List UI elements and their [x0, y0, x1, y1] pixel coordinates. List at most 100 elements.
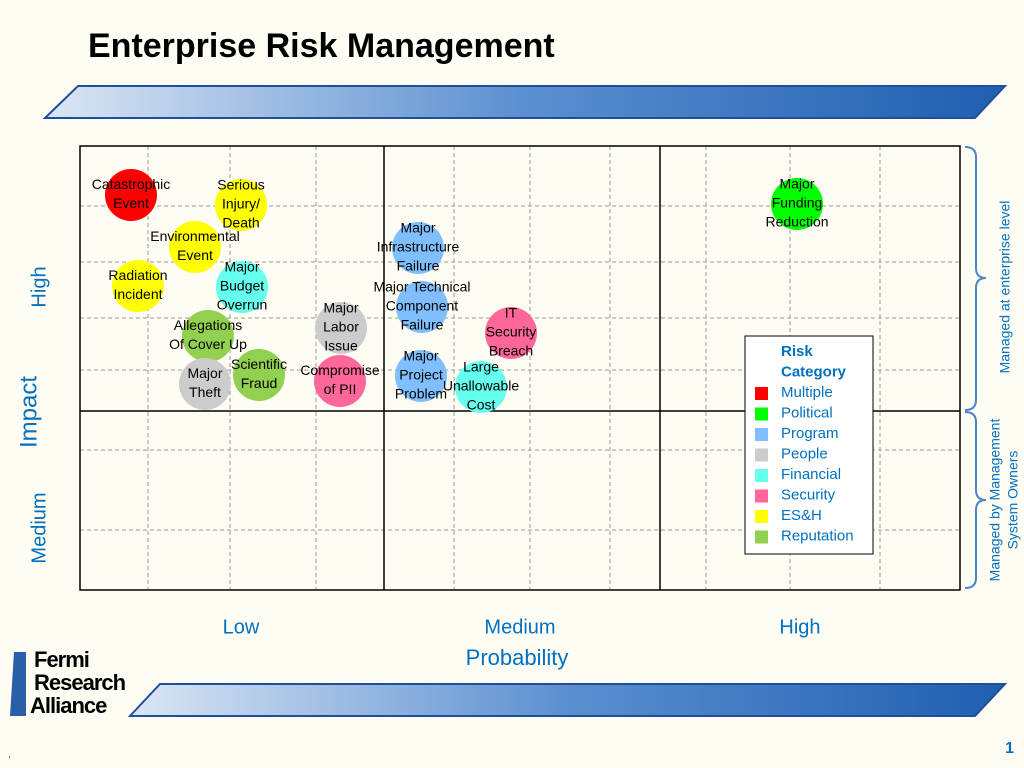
risk-label: Major	[403, 348, 438, 364]
footnote: .	[8, 750, 11, 761]
risk-label: Reduction	[765, 214, 828, 230]
risk-label: Of Cover Up	[169, 336, 247, 352]
risk-label: Breach	[489, 343, 533, 359]
legend-label: ES&H	[781, 507, 822, 524]
risk-label: Scientific	[231, 356, 287, 372]
risk-bubble	[314, 355, 366, 407]
legend-swatch	[755, 530, 768, 544]
logo-text: Research	[34, 670, 126, 695]
legend-label: Multiple	[781, 384, 833, 401]
risk-label: Large	[463, 359, 499, 375]
legend-title: Risk	[781, 343, 813, 360]
logo-mark	[10, 652, 26, 716]
risk-label: Funding	[772, 195, 823, 211]
legend-swatch	[755, 469, 768, 482]
risk-label: Event	[177, 247, 213, 263]
risk-label: Project	[399, 367, 443, 383]
risk-label: Injury/	[222, 196, 260, 212]
y-level: High	[28, 266, 50, 307]
legend-label: Financial	[781, 466, 841, 483]
legend-title: Category	[781, 363, 847, 380]
risk-label: Theft	[189, 384, 221, 400]
risk-label: Major	[187, 365, 222, 381]
legend-label: Security	[781, 486, 836, 503]
bracket-label: System Owners	[1005, 451, 1021, 550]
risk-label: Overrun	[217, 297, 268, 313]
page-number: 1	[1005, 740, 1014, 757]
risk-label: Security	[486, 324, 537, 340]
risk-label: Catastrophic	[92, 176, 171, 192]
risk-label: Major	[400, 220, 435, 236]
risk-label: Budget	[220, 278, 264, 294]
risk-bubble	[315, 302, 367, 354]
legend-swatch	[755, 428, 768, 441]
y-axis-label: Impact	[15, 376, 42, 448]
risk-label: Serious	[217, 177, 264, 193]
risk-bubble	[395, 350, 447, 402]
risk-bubble	[215, 179, 267, 231]
legend-swatch	[755, 489, 768, 503]
risk-label: Fraud	[241, 375, 278, 391]
x-level: High	[779, 616, 820, 638]
risk-label: Failure	[397, 258, 440, 274]
risk-bubble	[182, 310, 234, 362]
risks: Catastrophic Event Serious Injury/DeathEnvi…	[92, 169, 829, 413]
legend-label: Political	[781, 404, 833, 421]
legend-swatch	[755, 448, 768, 462]
risk-label: of PII	[324, 381, 357, 397]
legend-label: Reputation	[781, 527, 854, 544]
legend: Risk Category Multiple Political Program Peop…	[755, 343, 854, 544]
risk-label: Death	[222, 215, 259, 231]
risk-bubble	[112, 260, 164, 312]
logo-text: Fermi	[34, 647, 89, 672]
x-level: Medium	[484, 616, 555, 638]
risk-label: Labor	[323, 319, 359, 335]
legend-swatch	[755, 387, 768, 400]
risk-bubble	[455, 361, 507, 413]
bracket	[964, 146, 987, 411]
banner	[127, 683, 1008, 717]
risk-label: Major	[224, 259, 259, 275]
risk-label: Component	[386, 298, 458, 314]
banner	[42, 85, 1008, 119]
risk-label: Incident	[113, 286, 162, 302]
risk-label: Problem	[395, 386, 447, 402]
risk-bubble	[105, 169, 157, 221]
risk-label: Infrastructure	[377, 239, 460, 255]
legend-swatch	[755, 510, 768, 523]
risk-label: Major	[323, 300, 358, 316]
risk-label: Issue	[324, 338, 358, 354]
bracket	[964, 411, 987, 589]
risk-label: Major Technical	[373, 279, 470, 295]
risk-label: Compromise	[300, 362, 380, 378]
bracket-label: Managed by Management	[987, 419, 1003, 582]
risk-label: Radiation	[108, 267, 167, 283]
risk-bubble	[169, 221, 221, 273]
risk-label: Event	[113, 195, 149, 211]
x-level: Low	[223, 616, 260, 638]
risk-label: IT	[505, 305, 518, 321]
legend-swatch	[755, 407, 768, 421]
matrix-frame	[79, 145, 961, 591]
risk-bubble	[396, 281, 448, 333]
risk-bubble	[392, 222, 444, 274]
risk-bubble	[485, 307, 537, 359]
title: Enterprise Risk Management	[88, 27, 555, 65]
y-level: Medium	[28, 492, 50, 563]
risk-bubble	[179, 358, 231, 410]
legend-label: People	[781, 445, 828, 462]
risk-bubble	[216, 261, 268, 313]
risk-label: Unallowable	[443, 378, 519, 394]
risk-bubble	[233, 349, 285, 401]
risk-label: Major	[779, 176, 814, 192]
legend-label: Program	[781, 425, 839, 442]
risk-label: Environmental	[150, 228, 240, 244]
x-axis-label: Probability	[466, 645, 569, 670]
risk-label: Allegations	[174, 317, 243, 333]
bracket-label: Managed at enterprise level	[997, 201, 1013, 374]
risk-bubble	[771, 178, 823, 230]
risk-label: Cost	[467, 397, 496, 413]
risk-label: Failure	[401, 317, 444, 333]
